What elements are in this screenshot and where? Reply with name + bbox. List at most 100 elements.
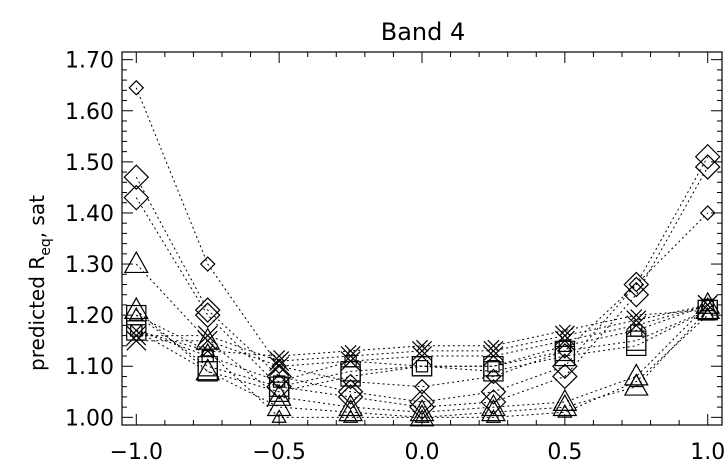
series-line (135, 309, 708, 388)
y-tick-label: 1.60 (65, 100, 114, 125)
diamond-marker (623, 281, 650, 308)
series-line (135, 166, 709, 408)
x-marker (483, 340, 504, 361)
x-marker (626, 315, 647, 336)
triangle-marker (342, 409, 359, 423)
x-marker (411, 345, 433, 367)
x-marker (197, 330, 218, 351)
diamond-marker (199, 256, 216, 272)
x-marker (630, 309, 643, 322)
diamond-marker (266, 363, 292, 390)
y-tick-label: 1.20 (65, 304, 114, 329)
y-axis-label: predicted Req, sat (25, 195, 54, 371)
diamond-marker (337, 384, 364, 410)
x-marker (554, 325, 575, 346)
x-tick-label: 0.0 (405, 440, 440, 465)
x-marker (130, 324, 143, 337)
x-marker (201, 344, 214, 357)
diamond-marker (628, 276, 645, 293)
x-tick-label: −0.5 (252, 440, 305, 465)
square-marker (268, 381, 290, 402)
diamond-marker (271, 358, 287, 375)
plot-area: −1.0 −0.5 0.0 0.5 1.0 1.00 1.10 1.20 1.30 1.40 1.5… (65, 49, 725, 465)
diamond-marker (337, 378, 364, 405)
diamond-marker (342, 373, 359, 390)
x-marker (340, 345, 361, 367)
series-line (136, 304, 708, 383)
y-tick-label: 1.30 (65, 253, 114, 278)
y-axis-label-tail: , sat (25, 195, 49, 238)
triangle-marker (266, 383, 292, 406)
square-marker (415, 360, 429, 373)
triangle-marker (485, 409, 502, 423)
y-tick-label: 1.10 (65, 355, 114, 380)
series-line (136, 309, 708, 393)
diamond-marker (694, 143, 721, 170)
triangle-marker (557, 403, 573, 418)
triangle-marker (481, 398, 506, 422)
triangle-marker (338, 398, 363, 422)
triangle-marker (628, 373, 644, 388)
diamond-marker (557, 343, 573, 359)
triangle-marker (481, 393, 506, 417)
triangle-marker (195, 327, 221, 350)
square-marker (483, 361, 504, 382)
y-axis-label-main: predicted R (25, 256, 49, 371)
triangle-marker (123, 296, 149, 320)
diamond-marker (123, 184, 150, 211)
diamond-marker (480, 378, 507, 405)
x-marker (269, 356, 290, 377)
x-tick-label: 0.5 (547, 440, 582, 465)
triangle-marker (552, 393, 578, 417)
square-marker (626, 330, 647, 351)
x-marker (415, 339, 429, 352)
diamond-marker (552, 363, 578, 390)
y-tick-label: 1.50 (65, 151, 114, 176)
diamond-marker (409, 394, 435, 420)
triangle-marker (338, 393, 363, 417)
y-tick-label: 1.70 (65, 49, 114, 74)
plot-frame (121, 51, 723, 426)
x-marker (344, 344, 357, 357)
triangle-marker (414, 409, 430, 423)
x-tick-label: 1.0 (690, 440, 725, 465)
diamond-marker (480, 389, 507, 415)
square-marker (554, 345, 576, 367)
triangle-marker (552, 388, 578, 412)
square-marker (697, 299, 718, 321)
x-marker (483, 345, 504, 367)
diamond-marker (485, 368, 502, 385)
triangle-marker (623, 363, 649, 386)
diamond-marker (194, 302, 221, 328)
diamond-marker (623, 271, 650, 298)
x-marker (697, 294, 718, 315)
x-marker (126, 330, 147, 351)
x-tick-label: −1.0 (110, 440, 163, 465)
series-line (135, 309, 709, 418)
series-line (135, 263, 709, 413)
diamond-marker (699, 205, 716, 221)
square-marker (340, 366, 361, 387)
square-marker (272, 375, 286, 388)
triangle-marker (128, 306, 144, 321)
y-tick-label: 1.40 (65, 202, 114, 227)
square-marker (626, 335, 647, 357)
series-line (136, 314, 709, 418)
x-marker (558, 324, 571, 337)
diamond-marker (128, 79, 145, 96)
diamond-marker (552, 353, 578, 380)
series-line (135, 156, 709, 403)
x-marker (269, 351, 290, 372)
diamond-marker (194, 297, 221, 323)
y-tick-label: 1.00 (65, 406, 114, 431)
y-axis-label-subscript: eq (38, 238, 54, 256)
triangle-marker (266, 393, 292, 417)
diamond-marker (414, 378, 430, 395)
x-marker (487, 339, 500, 352)
triangle-marker (409, 404, 435, 427)
x-marker (701, 304, 714, 317)
x-marker (197, 325, 218, 346)
series-line (135, 87, 709, 388)
triangle-marker (195, 358, 221, 381)
